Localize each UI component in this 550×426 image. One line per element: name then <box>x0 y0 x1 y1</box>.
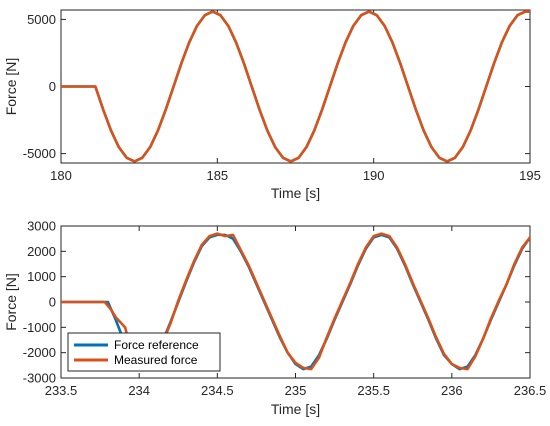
y-tick-label: -5000 <box>23 146 56 161</box>
y-tick-label: -2000 <box>23 345 56 360</box>
y-tick-label: 5000 <box>27 12 56 27</box>
x-axis-label: Time [s] <box>271 401 320 417</box>
x-tick-label: 195 <box>519 168 541 183</box>
y-tick-label: 0 <box>49 79 56 94</box>
legend-box <box>67 332 221 372</box>
legend-label: Measured force <box>114 353 198 367</box>
x-tick-label: 190 <box>363 168 385 183</box>
y-axis-label: Force [N] <box>3 273 19 331</box>
y-axis-label: Force [N] <box>3 58 19 116</box>
x-axis-label: Time [s] <box>271 185 320 201</box>
x-tick-label: 235.5 <box>357 383 390 398</box>
legend-label: Force reference <box>114 338 199 352</box>
x-tick-label: 234 <box>128 383 150 398</box>
x-tick-label: 236 <box>441 383 463 398</box>
x-tick-label: 235 <box>285 383 307 398</box>
x-tick-label: 233.5 <box>45 383 78 398</box>
y-tick-label: -1000 <box>23 320 56 335</box>
y-tick-label: 1000 <box>27 269 56 284</box>
y-tick-label: 0 <box>49 295 56 310</box>
y-tick-label: -3000 <box>23 371 56 386</box>
series-line-measured-force <box>61 10 530 163</box>
x-tick-label: 180 <box>50 168 72 183</box>
bottom-chart: 233.5 234 234.5 235 235.5 236 236.5 -3000 -2000 -… <box>3 219 546 418</box>
top-chart: 180 185 190 195 -5000 0 5000 Time [s] Force [N] <box>3 9 541 201</box>
x-tick-label: 236.5 <box>514 383 547 398</box>
x-tick-label: 234.5 <box>201 383 234 398</box>
y-tick-label: 2000 <box>27 244 56 259</box>
x-tick-label: 185 <box>206 168 228 183</box>
y-tick-label: 3000 <box>27 219 56 234</box>
